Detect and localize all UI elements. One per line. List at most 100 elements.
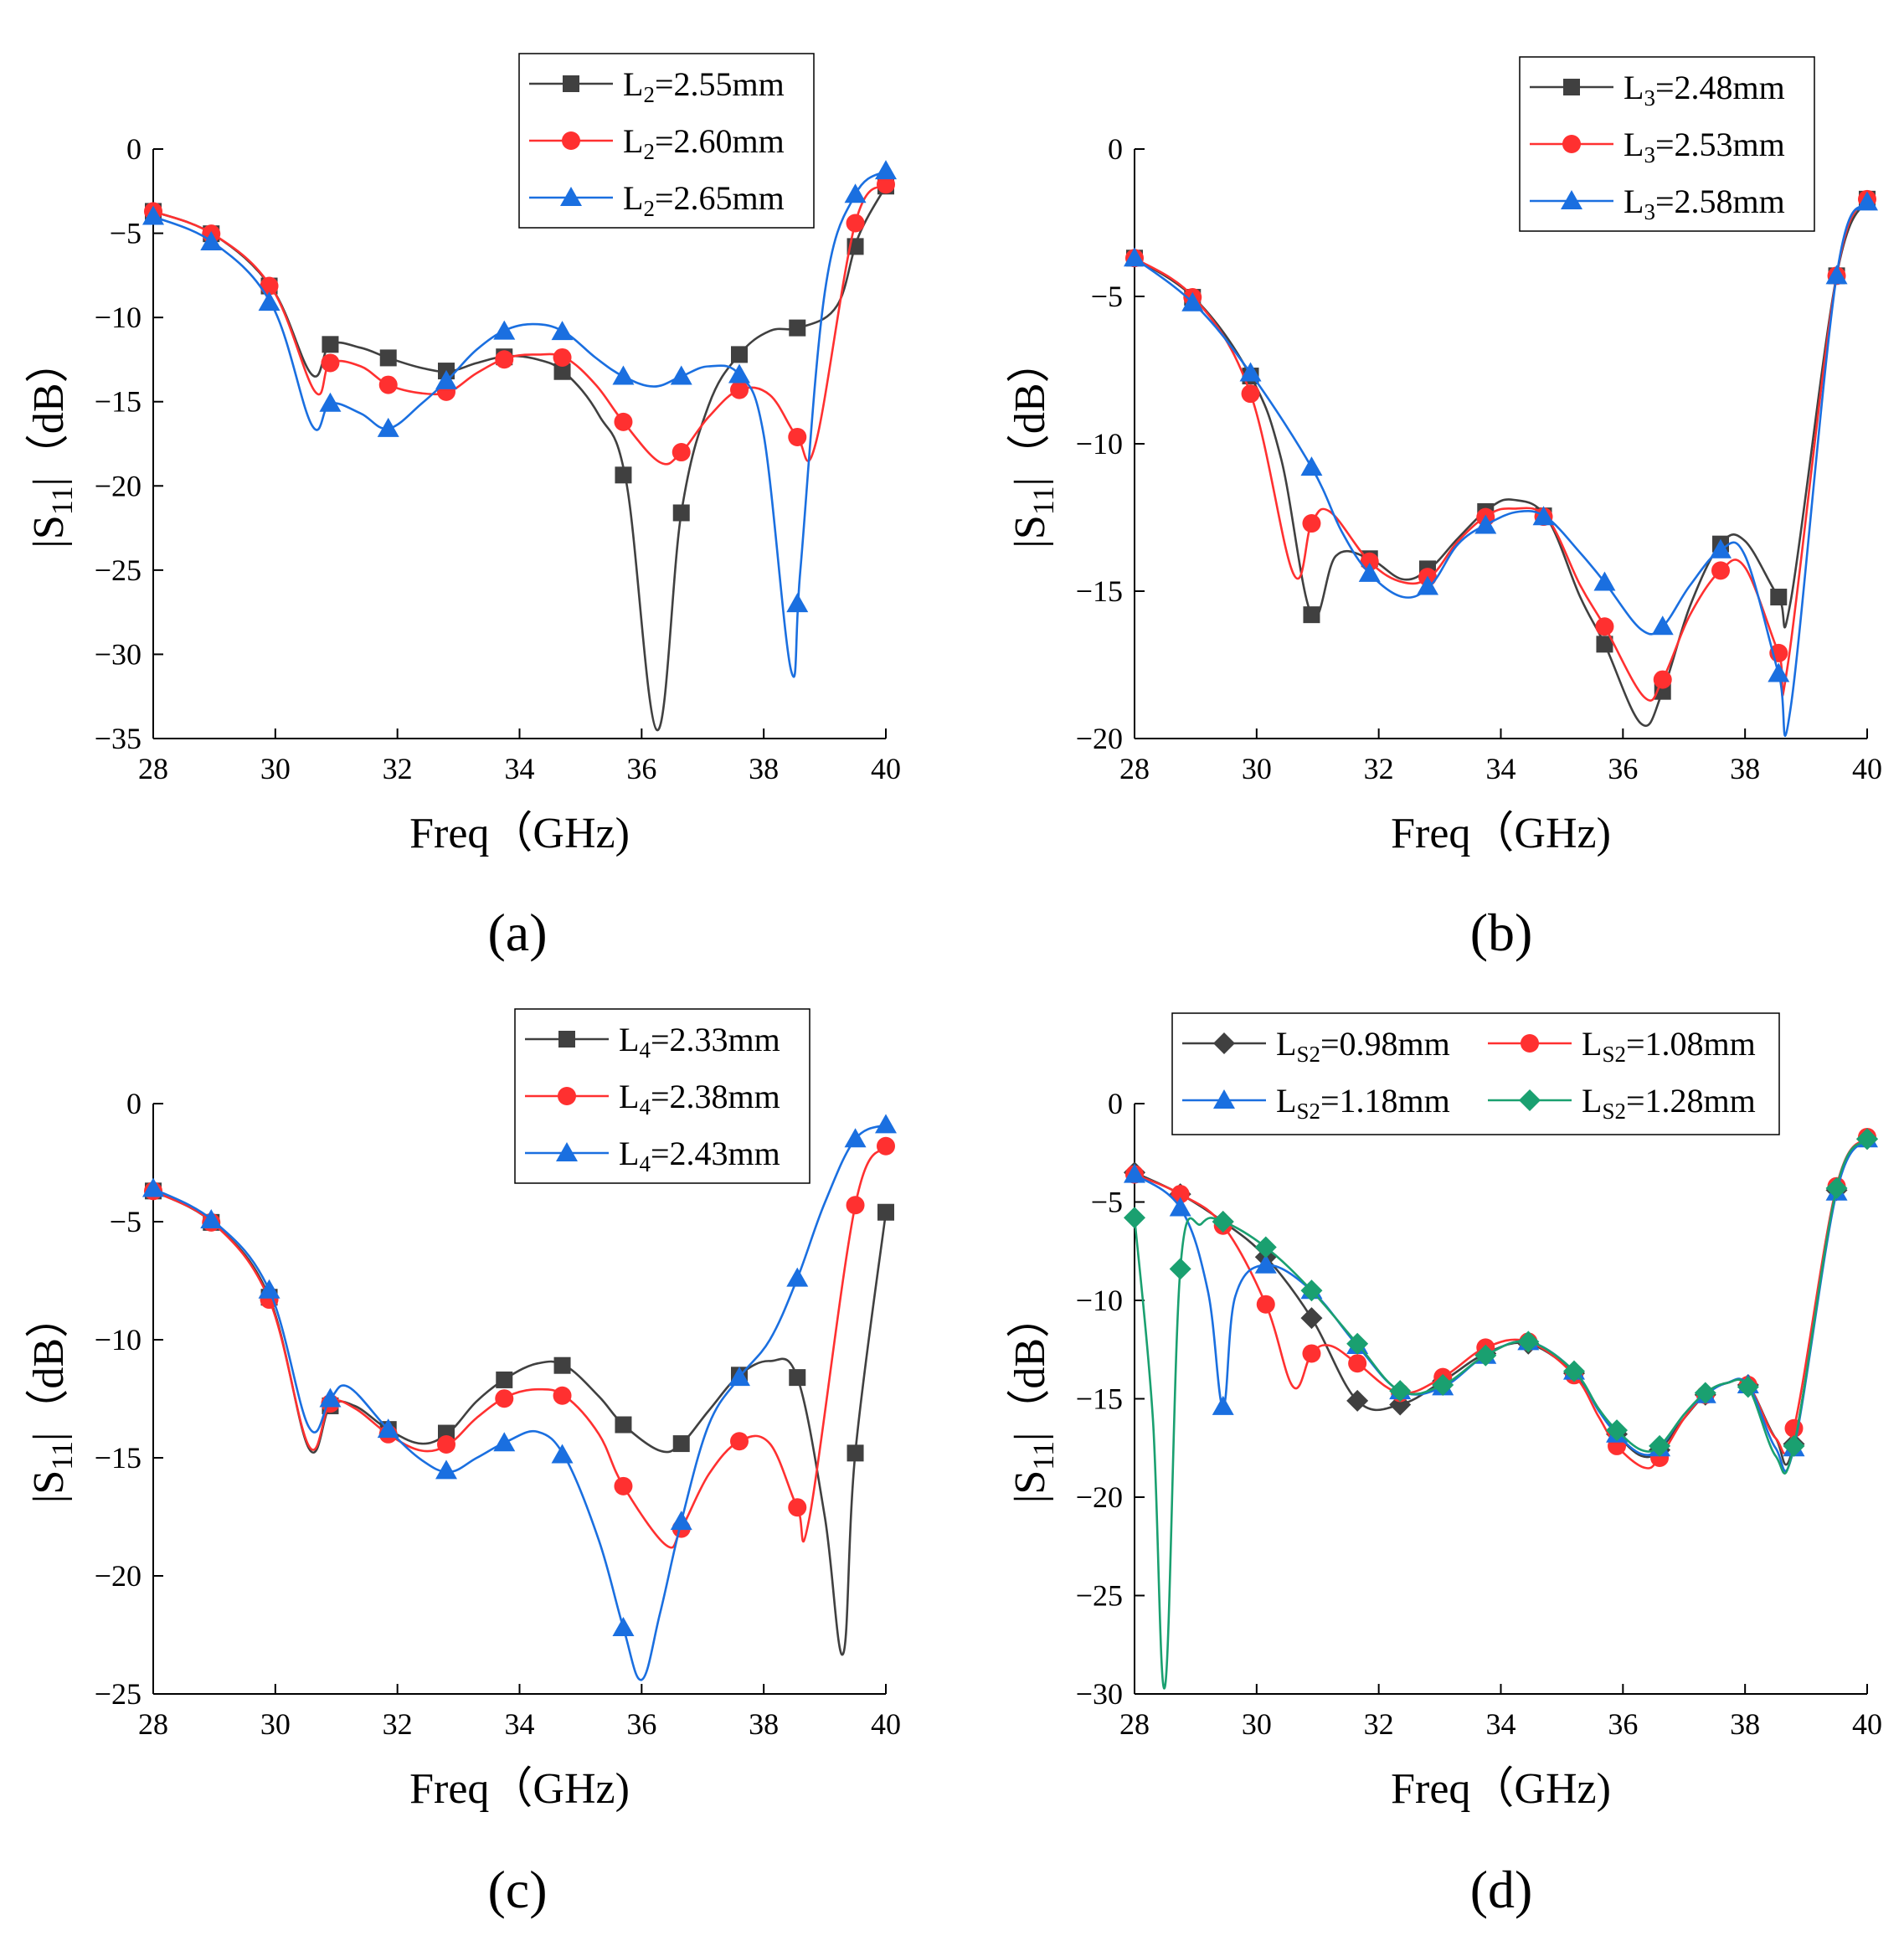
y-tick-label: −30 — [95, 637, 142, 671]
data-point — [1856, 191, 1878, 211]
legend-label-sub: 2 — [643, 139, 655, 164]
x-tick-label: 38 — [749, 752, 779, 785]
chart-panel: 28 30 32 34 36 38 40 0 −5 −10 −15 −20 −25 −30 Freq（GHz… — [1006, 1012, 1882, 1919]
series-line — [152, 1190, 888, 1656]
legend-item: L4=2.38mm — [525, 1078, 780, 1120]
data-point — [1124, 1207, 1145, 1229]
y-tick-label: −25 — [95, 553, 142, 587]
legend-item: L3=2.53mm — [1530, 126, 1785, 167]
data-point — [1517, 1331, 1540, 1353]
data-point — [1432, 1374, 1454, 1397]
legend-swatch-marker — [558, 1087, 576, 1105]
data-point — [877, 1136, 895, 1156]
data-point — [1783, 1434, 1805, 1457]
x-tick-label: 30 — [260, 1707, 291, 1741]
data-point — [786, 593, 809, 613]
x-tick-label: 28 — [1119, 1707, 1150, 1741]
data-point — [730, 380, 749, 399]
data-point — [788, 427, 807, 446]
legend-label-rest: =2.43mm — [651, 1135, 780, 1172]
x-tick-label: 34 — [1486, 752, 1516, 785]
data-point — [1124, 1163, 1145, 1183]
legend-label-rest: =2.48mm — [1655, 69, 1785, 106]
legend-label-rest: =2.33mm — [651, 1021, 780, 1058]
series — [1126, 190, 1876, 727]
x-axis-title: Freq（GHz) — [1391, 810, 1611, 857]
x-tick-label: 32 — [383, 1707, 413, 1741]
data-point — [1169, 1258, 1191, 1280]
data-point — [1360, 552, 1379, 571]
y-tick-label: −20 — [1076, 722, 1123, 755]
data-point — [495, 1389, 514, 1408]
data-point — [1651, 615, 1674, 636]
data-point — [877, 1203, 894, 1221]
legend-label-sub: S2 — [1602, 1042, 1626, 1067]
legend-swatch-marker — [1519, 1089, 1541, 1111]
y-axis-title-sub: 11 — [45, 486, 79, 516]
y-tick-label: 0 — [1108, 1087, 1123, 1120]
x-axis-title: Freq（GHz) — [409, 810, 630, 857]
y-axis-title-main: |S — [25, 515, 73, 548]
y-tick-label: −25 — [95, 1677, 142, 1711]
data-point — [258, 1279, 280, 1299]
legend-label: L3=2.48mm — [1624, 69, 1785, 111]
legend-item: LS2=1.08mm — [1488, 1025, 1756, 1067]
y-axis-title-sub: 11 — [1027, 1441, 1060, 1470]
data-point — [1770, 589, 1788, 606]
data-point — [846, 214, 865, 233]
data-point — [1254, 1253, 1277, 1274]
data-point — [614, 1476, 633, 1495]
data-point — [378, 375, 398, 394]
data-point — [495, 350, 514, 369]
x-tick-label: 30 — [1242, 752, 1272, 785]
legend-label-rest: =0.98mm — [1320, 1025, 1450, 1063]
data-point — [379, 349, 397, 367]
legend-label-base: L — [623, 122, 643, 160]
data-point — [670, 1511, 692, 1531]
data-point — [672, 1435, 690, 1453]
data-point — [670, 365, 692, 385]
legend: L4=2.33mm L4=2.38mm L4=2.43mm — [514, 1008, 810, 1184]
legend-label-base: L — [1276, 1082, 1296, 1120]
data-point — [1711, 561, 1730, 580]
legend-label-base: L — [619, 1021, 639, 1058]
data-point — [1181, 291, 1204, 311]
data-point — [1300, 456, 1323, 476]
y-tick-label: −10 — [1076, 1284, 1123, 1317]
legend-label: L4=2.43mm — [619, 1135, 780, 1176]
series — [1124, 1128, 1878, 1690]
data-point — [1653, 670, 1672, 689]
data-point — [1300, 1279, 1323, 1302]
legend-label-rest: =2.55mm — [655, 65, 785, 103]
series-line — [152, 1124, 887, 1681]
legend-label-rest: =2.65mm — [655, 179, 785, 217]
data-point — [1825, 265, 1848, 285]
panel-label: (d) — [1470, 1860, 1533, 1919]
data-point — [615, 466, 632, 484]
data-point — [875, 1114, 897, 1134]
data-point — [319, 1387, 342, 1408]
data-point — [1171, 1185, 1190, 1204]
data-point — [612, 1617, 635, 1637]
legend-label: L2=2.55mm — [623, 65, 785, 107]
data-point — [1256, 1295, 1275, 1314]
y-axis-title-rest: |（dB） — [25, 339, 73, 486]
legend-box — [1171, 1012, 1780, 1135]
y-tick-label: −10 — [1076, 427, 1123, 461]
y-tick-label: 0 — [126, 132, 142, 166]
legend-swatch-marker — [556, 1142, 578, 1161]
legend-item: L4=2.43mm — [525, 1135, 780, 1176]
legend-label: LS2=1.18mm — [1276, 1082, 1450, 1124]
data-point — [1649, 1434, 1671, 1457]
legend-swatch-marker — [1562, 135, 1581, 153]
legend-label: L4=2.33mm — [619, 1021, 780, 1063]
y-tick-label: −15 — [95, 385, 142, 419]
data-point — [786, 1267, 809, 1287]
legend-label-rest: =1.08mm — [1626, 1025, 1756, 1063]
legend-item: L2=2.55mm — [529, 65, 785, 107]
legend-label: LS2=1.28mm — [1582, 1082, 1756, 1124]
legend-label-rest: =1.18mm — [1320, 1082, 1450, 1120]
data-point — [789, 319, 806, 337]
data-point — [672, 504, 690, 522]
legend-swatch-marker — [563, 75, 579, 92]
